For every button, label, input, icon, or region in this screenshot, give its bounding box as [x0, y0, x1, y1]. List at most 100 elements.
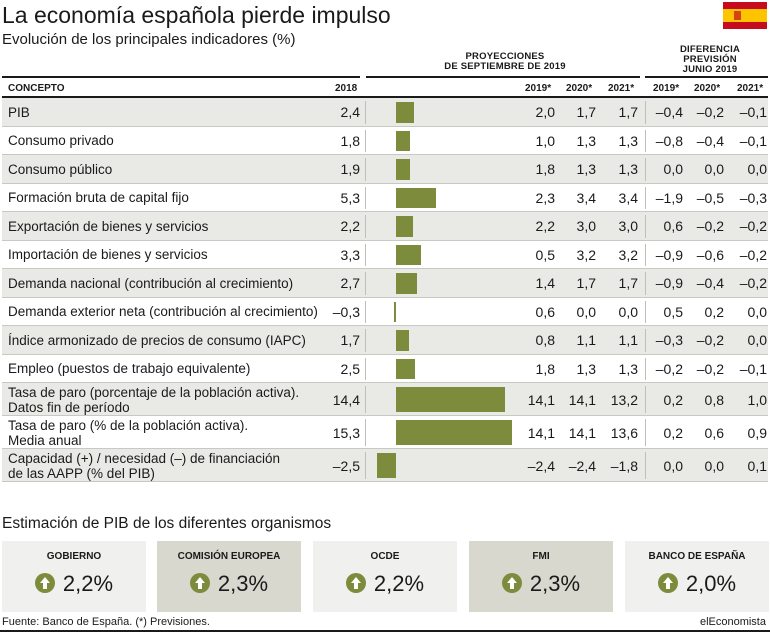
- col-p2020-header: 2020*: [566, 83, 593, 94]
- column-divider: [645, 329, 646, 352]
- value-p2021: 1,1: [618, 332, 638, 349]
- arrow-up-icon: [189, 573, 210, 593]
- table-row: Formación bruta de capital fijo 5,3 2,3 3,4…: [2, 184, 768, 212]
- bar-2018: [396, 330, 409, 351]
- value-p2020: –2,4: [568, 457, 596, 474]
- pib-card-value-text: 2,0%: [685, 571, 737, 596]
- value-d2020: –0,4: [696, 132, 724, 149]
- value-d2020: 0,6: [704, 424, 724, 441]
- table-row: Demanda exterior neta (contribución al c…: [2, 298, 768, 326]
- value-d2019: –1,9: [655, 189, 683, 206]
- footer-rule: [0, 630, 770, 632]
- pib-card: GOBIERNO 2,2%: [2, 541, 146, 612]
- page-subtitle: Evolución de los principales indicadores…: [2, 31, 296, 48]
- row-separator: [2, 239, 768, 241]
- value-d2021: 0,0: [747, 332, 767, 349]
- value-p2019: 14,1: [527, 391, 555, 408]
- value-d2021: 0,1: [747, 457, 767, 474]
- arrow-up-icon: [501, 573, 522, 593]
- value-p2020: 1,3: [576, 161, 596, 178]
- value-p2020: 1,1: [576, 332, 596, 349]
- table-row: Empleo (puestos de trabajo equivalente) 2…: [2, 355, 768, 383]
- pib-card-value: 2,3%: [469, 571, 613, 597]
- value-p2020: 0,0: [576, 303, 596, 320]
- value-p2020: 3,4: [576, 189, 596, 206]
- pib-card-value: 2,2%: [2, 571, 146, 597]
- bar-2018: [396, 216, 413, 237]
- value-d2021: 0,0: [747, 303, 767, 320]
- value-p2020: 3,0: [576, 218, 596, 235]
- value-d2021: –0,3: [739, 189, 767, 206]
- pib-card-value: 2,2%: [313, 571, 457, 597]
- col-d2021-header: 2021*: [737, 83, 764, 94]
- column-divider: [365, 129, 366, 152]
- row-label: Consumo público: [8, 161, 113, 177]
- value-d2020: –0,6: [696, 246, 724, 263]
- value-p2019: 1,8: [535, 360, 555, 377]
- projections-header: PROYECCIONES DE SEPTIEMBRE DE 2019: [444, 51, 566, 72]
- value-d2021: –0,1: [739, 132, 767, 149]
- column-divider: [365, 419, 366, 446]
- column-divider: [365, 386, 366, 413]
- value-p2019: 1,4: [535, 275, 555, 292]
- row-separator: [2, 481, 768, 482]
- column-divider: [365, 329, 366, 352]
- row-separator: [2, 325, 768, 326]
- column-divider: [365, 272, 366, 295]
- column-divider: [645, 452, 646, 479]
- col-p2019-header: 2019*: [525, 83, 552, 94]
- source-note: Fuente: Banco de España. (*) Previsiones…: [2, 616, 210, 628]
- value-p2019: –2,4: [527, 457, 555, 474]
- pib-card: OCDE 2,2%: [313, 541, 457, 612]
- spain-flag-icon: [723, 2, 767, 29]
- value-p2021: 1,3: [618, 360, 638, 377]
- column-divider: [365, 300, 366, 323]
- pib-card-name: GOBIERNO: [46, 551, 102, 562]
- value-p2019: 0,5: [535, 246, 555, 263]
- value-p2021: 3,0: [618, 218, 638, 235]
- table-row: Consumo privado 1,8 1,0 1,3 1,3 –0,8 –0,4 –0,1: [2, 127, 768, 155]
- value-2018: –2,5: [332, 457, 360, 474]
- value-2018: 1,9: [340, 161, 360, 178]
- value-p2019: 2,0: [535, 104, 555, 121]
- value-p2021: 1,7: [618, 104, 638, 121]
- value-d2020: –0,2: [696, 360, 724, 377]
- concept-rule: [2, 76, 360, 78]
- value-d2021: 0,0: [747, 161, 767, 178]
- value-d2021: 1,0: [747, 391, 767, 408]
- pib-card-name: OCDE: [370, 551, 400, 562]
- value-p2020: 1,3: [576, 132, 596, 149]
- bar-2018: [396, 358, 415, 379]
- column-divider: [645, 386, 646, 413]
- value-d2019: –0,4: [655, 104, 683, 121]
- value-d2019: –0,3: [655, 332, 683, 349]
- value-p2020: 1,3: [576, 360, 596, 377]
- table-row: Demanda nacional (contribución al crecim…: [2, 269, 768, 298]
- value-2018: 1,7: [340, 332, 360, 349]
- value-d2019: 0,6: [663, 218, 683, 235]
- difference-rule: [645, 76, 768, 78]
- bar-2018: [396, 130, 410, 151]
- row-separator: [2, 296, 768, 298]
- column-divider: [365, 215, 366, 238]
- value-d2021: –0,1: [739, 104, 767, 121]
- value-d2020: 0,0: [704, 457, 724, 474]
- value-2018: 14,4: [332, 391, 360, 408]
- column-divider: [645, 419, 646, 446]
- col-2018-header: 2018: [335, 83, 358, 94]
- table-row: Importación de bienes y servicios 3,3 0,5 3…: [2, 241, 768, 269]
- column-divider: [365, 186, 366, 209]
- value-d2019: –0,2: [655, 360, 683, 377]
- table-row: Tasa de paro (porcentaje de la población…: [2, 383, 768, 416]
- table-row: PIB 2,4 2,0 1,7 1,7 –0,4 –0,2 –0,1: [2, 98, 768, 127]
- value-p2021: 1,3: [618, 132, 638, 149]
- pib-card-name: BANCO DE ESPAÑA: [648, 551, 746, 562]
- column-divider: [645, 243, 646, 266]
- row-separator: [2, 125, 768, 127]
- value-d2019: 0,0: [663, 457, 683, 474]
- value-p2019: 14,1: [527, 424, 555, 441]
- column-divider: [645, 101, 646, 124]
- bar-2018: [396, 159, 411, 180]
- row-label: Demanda exterior neta (contribución al c…: [8, 304, 318, 320]
- col-p2021-header: 2021*: [608, 83, 635, 94]
